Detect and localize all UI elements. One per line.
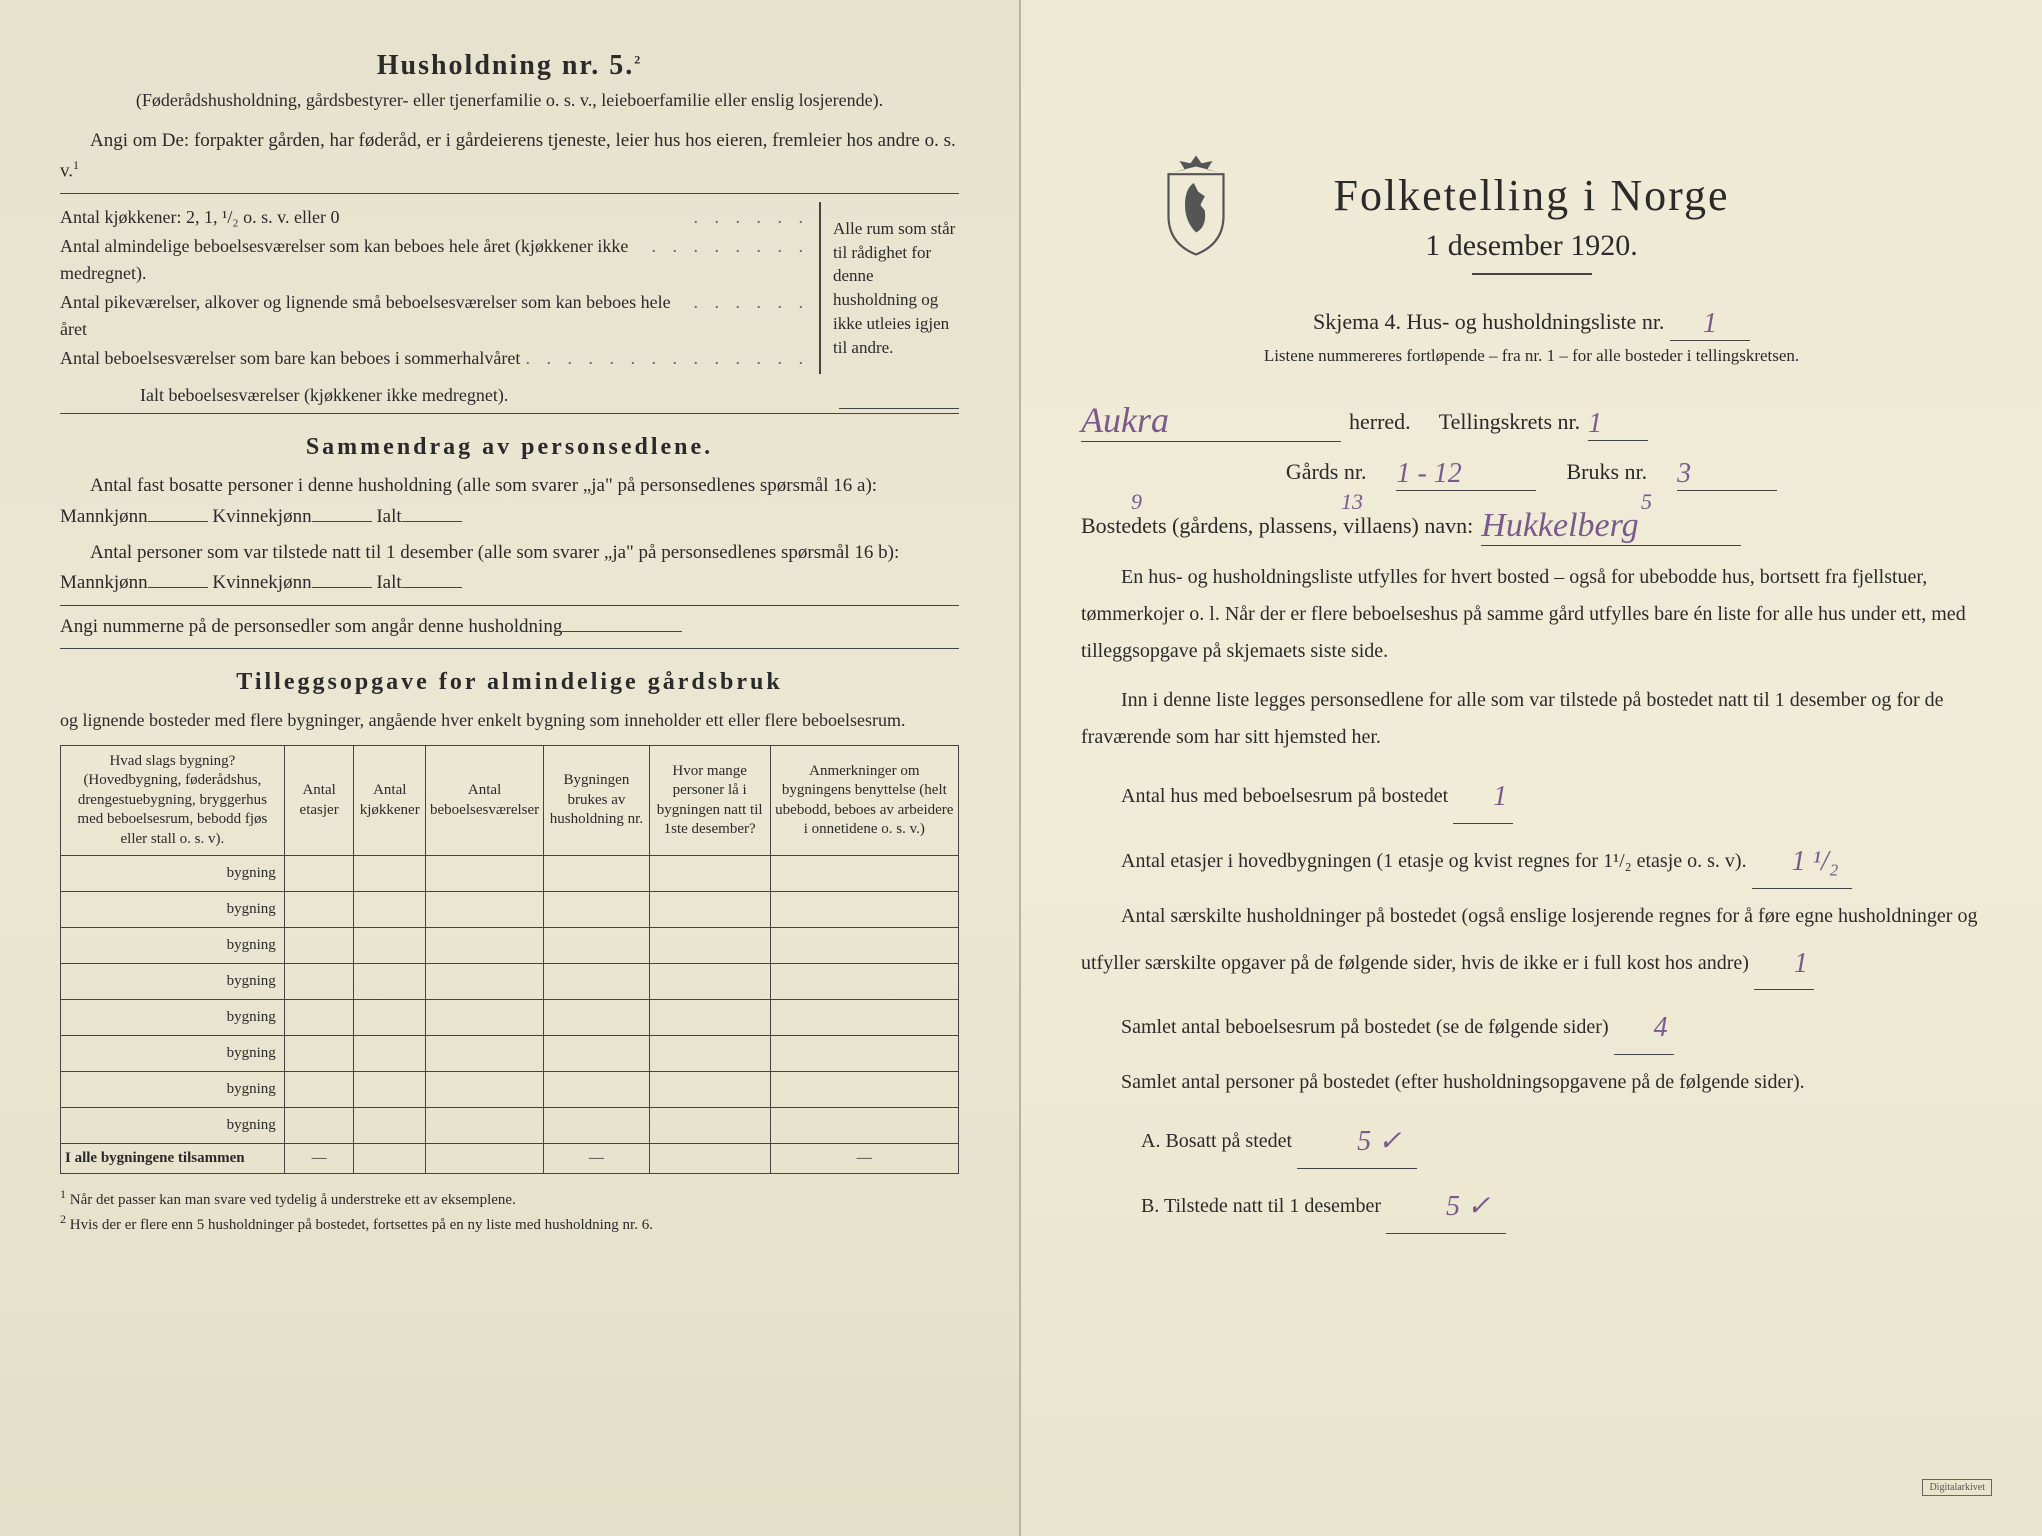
brace-item: Antal pikeværelser, alkover og lignende … <box>60 289 809 343</box>
th-etasjer: Antal etasjer <box>284 745 354 856</box>
instructions-p1: En hus- og husholdningsliste utfylles fo… <box>1081 559 1982 670</box>
table-row: bygning <box>61 964 959 1000</box>
table-footer-label: I alle bygningene tilsammen <box>61 1144 285 1174</box>
bygning-label-cell: bygning <box>61 1108 285 1144</box>
angi-paragraph: Angi om De: forpakter gården, har føderå… <box>60 126 959 187</box>
left-page: Husholdning nr. 5.2 (Føderådshusholdning… <box>0 0 1021 1536</box>
sammendrag-heading: Sammendrag av personsedlene. <box>60 434 959 461</box>
samlet-pers-line: Samlet antal personer på bostedet (efter… <box>1081 1064 1982 1101</box>
brace-item: Antal beboelsesværelser som bare kan beb… <box>60 345 809 372</box>
th-anmerk: Anmerkninger om bygningens benyttelse (h… <box>770 745 958 856</box>
antal-etasjer-line: Antal etasjer i hovedbygningen (1 etasje… <box>1081 833 1982 886</box>
brace-item: Antal kjøkkener: 2, 1, ¹/₂ o. s. v. elle… <box>60 204 809 231</box>
right-page: Folketelling i Norge 1 desember 1920. Sk… <box>1021 0 2042 1536</box>
table-row: bygning <box>61 892 959 928</box>
brace-item: Antal almindelige beboelsesværelser som … <box>60 233 809 287</box>
ialt-line: Ialt beboelsesværelser (kjøkkener ikke m… <box>140 382 959 409</box>
antal-hush-line: Antal særskilte husholdninger på bostede… <box>1081 898 1982 988</box>
table-row: bygning <box>61 1000 959 1036</box>
sammendrag-p1: Antal fast bosatte personer i denne hush… <box>60 471 959 532</box>
bosatt-a-line: A. Bosatt på stedet 5 ✓ <box>1081 1113 1982 1166</box>
bygning-label-cell: bygning <box>61 1036 285 1072</box>
bygning-label-cell: bygning <box>61 928 285 964</box>
coat-of-arms-icon <box>1151 150 1241 260</box>
archive-stamp: Digitalarkivet <box>1922 1479 1992 1496</box>
listene-note: Listene nummereres fortløpende – fra nr.… <box>1081 346 1982 366</box>
instructions-p2: Inn i denne liste legges personsedlene f… <box>1081 682 1982 756</box>
household-heading: Husholdning nr. 5.2 <box>60 50 959 82</box>
divider <box>60 605 959 606</box>
divider <box>60 413 959 414</box>
th-beboelse: Antal beboelsesværelser <box>426 745 544 856</box>
bosatt-b-line: B. Tilstede natt til 1 desember 5 ✓ <box>1081 1178 1982 1231</box>
buildings-table: Hvad slags bygning? (Hovedbygning, føder… <box>60 745 959 1175</box>
bosted-line: Bostedets (gårdens, plassens, villaens) … <box>1081 504 1982 543</box>
bygning-label-cell: bygning <box>61 964 285 1000</box>
antal-hus-line: Antal hus med beboelsesrum på bostedet 1 <box>1081 768 1982 821</box>
title-divider <box>1472 273 1592 275</box>
tillegg-sub: og lignende bosteder med flere bygninger… <box>60 706 959 735</box>
herred-line: Aukra herred. Tellingskrets nr. 1 <box>1081 396 1982 439</box>
table-row: bygning <box>61 1108 959 1144</box>
household-subtext: (Føderådshusholdning, gårdsbestyrer- ell… <box>60 90 959 111</box>
angi-nummerne: Angi nummerne på de personsedler som ang… <box>60 612 959 642</box>
gards-bruks-line: Gårds nr. 1 - 12 Bruks nr. 3 <box>1081 455 1982 488</box>
th-hushold: Bygningen brukes av husholdning nr. <box>544 745 650 856</box>
sammendrag-p2: Antal personer som var tilstede natt til… <box>60 538 959 599</box>
footnotes: 1 Når det passer kan man svare ved tydel… <box>60 1186 959 1236</box>
divider <box>60 193 959 194</box>
divider <box>60 648 959 649</box>
table-row: bygning <box>61 856 959 892</box>
samlet-rum-line: Samlet antal beboelsesrum på bostedet (s… <box>1081 999 1982 1052</box>
table-row: bygning <box>61 1036 959 1072</box>
bygning-label-cell: bygning <box>61 1000 285 1036</box>
table-row: bygning <box>61 928 959 964</box>
table-row: bygning <box>61 1072 959 1108</box>
skjema-line: Skjema 4. Hus- og husholdningsliste nr. … <box>1081 305 1982 338</box>
th-type: Hvad slags bygning? (Hovedbygning, føder… <box>61 745 285 856</box>
bygning-label-cell: bygning <box>61 856 285 892</box>
th-personer: Hvor mange personer lå i bygningen natt … <box>649 745 770 856</box>
tillegg-heading: Tilleggsopgave for almindelige gårdsbruk <box>60 669 959 696</box>
bygning-label-cell: bygning <box>61 892 285 928</box>
th-kjokken: Antal kjøkkener <box>354 745 426 856</box>
rooms-brace-section: Antal kjøkkener: 2, 1, ¹/₂ o. s. v. elle… <box>60 202 959 374</box>
bygning-label-cell: bygning <box>61 1072 285 1108</box>
brace-note: Alle rum som står til rådighet for denne… <box>819 202 959 374</box>
